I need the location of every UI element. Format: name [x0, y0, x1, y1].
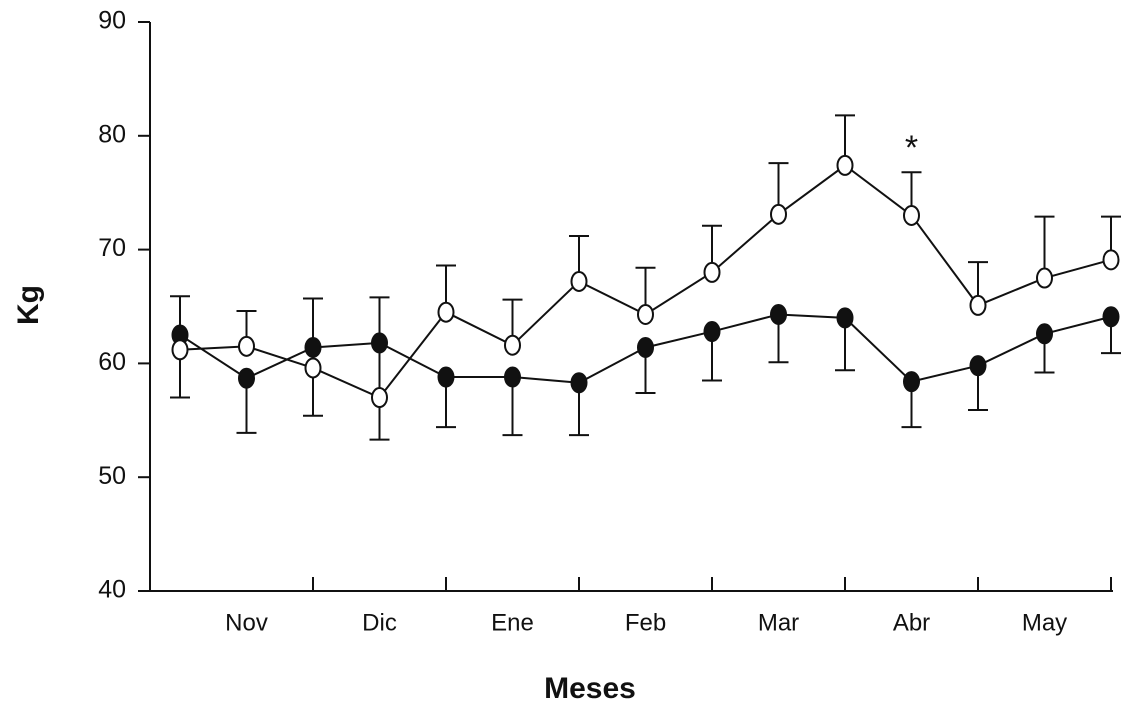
marker [238, 335, 255, 357]
x-tick-label: Ene [491, 609, 534, 636]
marker [304, 357, 322, 379]
x-tick-label: Feb [625, 609, 666, 636]
marker [437, 366, 455, 388]
marker [238, 367, 255, 389]
marker [504, 366, 521, 388]
marker [504, 334, 521, 356]
marker [703, 321, 721, 343]
y-tick-label: 80 [98, 120, 126, 148]
marker [371, 387, 388, 409]
marker [570, 372, 588, 394]
marker [1036, 323, 1053, 345]
marker [969, 294, 987, 316]
x-tick-label: Mar [758, 609, 799, 636]
marker [570, 270, 588, 292]
marker [770, 303, 787, 325]
marker [637, 336, 654, 358]
marker [969, 355, 987, 377]
y-tick-label: 90 [98, 7, 126, 35]
marker [836, 154, 854, 176]
marker [903, 371, 920, 393]
y-tick-label: 40 [98, 576, 126, 604]
y-tick-label: 50 [98, 462, 126, 490]
y-axis-title: Kg [12, 285, 45, 325]
marker [171, 339, 189, 361]
marker [1102, 306, 1120, 328]
marker [836, 307, 854, 329]
marker [703, 261, 721, 283]
marker [1036, 267, 1053, 289]
x-tick-label: Abr [893, 609, 930, 636]
marker [637, 303, 654, 325]
x-tick-label: May [1022, 609, 1067, 636]
x-tick-label: Dic [362, 609, 397, 636]
marker [903, 204, 920, 226]
y-tick-label: 70 [98, 234, 126, 262]
y-tick-label: 60 [98, 348, 126, 376]
annotation: * [905, 129, 918, 167]
x-axis-title: Meses [544, 672, 636, 705]
marker [770, 203, 787, 225]
marker [1102, 249, 1120, 271]
x-tick-label: Nov [225, 609, 268, 636]
marker [437, 301, 455, 323]
